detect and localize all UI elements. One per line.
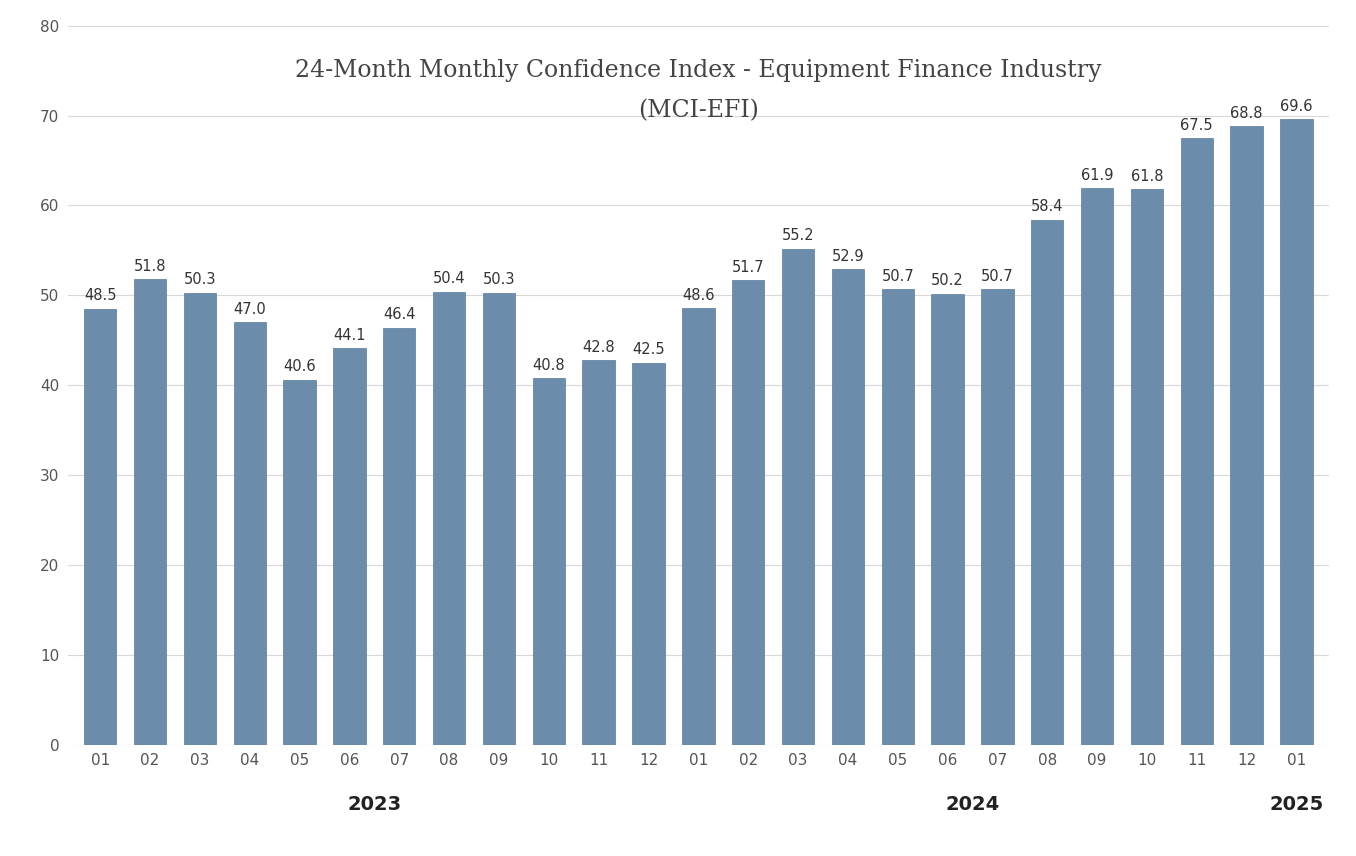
Bar (1280, 119, 1313, 745)
Text: 58.4: 58.4 (1031, 199, 1063, 215)
Bar (932, 294, 964, 745)
Text: 50.3: 50.3 (483, 272, 515, 288)
Text: 2025: 2025 (1269, 794, 1323, 814)
Bar (782, 248, 814, 745)
Text: 69.6: 69.6 (1280, 98, 1313, 114)
Text: 50.2: 50.2 (932, 273, 964, 288)
Text: 50.4: 50.4 (433, 271, 465, 286)
Bar (1031, 220, 1063, 745)
Bar (334, 348, 366, 745)
Bar (134, 279, 167, 745)
Text: 2024: 2024 (945, 794, 999, 814)
Bar (682, 308, 715, 745)
Text: 46.4: 46.4 (382, 307, 415, 323)
Bar (1230, 127, 1262, 745)
Text: 40.8: 40.8 (533, 358, 565, 372)
Bar (1181, 138, 1214, 745)
Text: 51.7: 51.7 (732, 259, 765, 275)
Bar (233, 323, 266, 745)
Text: 24-Month Monthly Confidence Index - Equipment Finance Industry: 24-Month Monthly Confidence Index - Equi… (296, 59, 1101, 82)
Bar (384, 328, 415, 745)
Bar (84, 309, 117, 745)
Bar (1081, 188, 1113, 745)
Text: 2023: 2023 (347, 794, 401, 814)
Bar (881, 289, 914, 745)
Text: (MCI-EFI): (MCI-EFI) (637, 99, 759, 122)
Bar (982, 289, 1014, 745)
Bar (283, 380, 316, 745)
Text: 47.0: 47.0 (233, 302, 266, 317)
Text: 42.8: 42.8 (582, 340, 616, 354)
Text: 52.9: 52.9 (831, 249, 864, 264)
Bar (632, 363, 664, 745)
Text: 50.7: 50.7 (980, 269, 1014, 283)
Text: 48.5: 48.5 (84, 288, 117, 303)
Text: 40.6: 40.6 (283, 360, 316, 374)
Bar (831, 270, 864, 745)
Bar (433, 292, 465, 745)
Text: 67.5: 67.5 (1181, 117, 1214, 133)
Text: 61.9: 61.9 (1081, 168, 1113, 183)
Text: 61.8: 61.8 (1131, 169, 1163, 184)
Bar (1131, 189, 1163, 745)
Bar (483, 293, 515, 745)
Text: 42.5: 42.5 (632, 342, 664, 357)
Bar (183, 293, 216, 745)
Bar (533, 378, 565, 745)
Text: 48.6: 48.6 (682, 288, 715, 302)
Text: 68.8: 68.8 (1230, 106, 1262, 121)
Bar (732, 280, 765, 745)
Text: 55.2: 55.2 (781, 229, 815, 243)
Text: 44.1: 44.1 (334, 328, 366, 343)
Text: 50.7: 50.7 (881, 269, 914, 283)
Bar (583, 360, 614, 745)
Text: 50.3: 50.3 (183, 272, 216, 288)
Text: 51.8: 51.8 (134, 259, 167, 274)
